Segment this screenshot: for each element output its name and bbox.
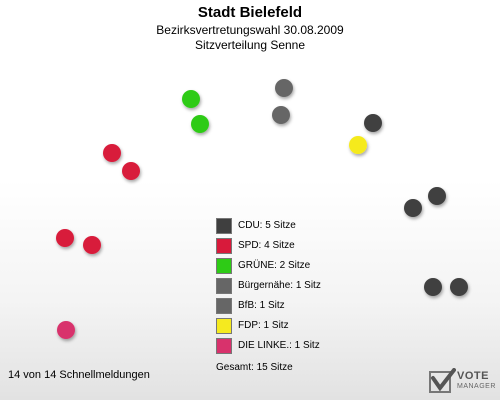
- report-status: 14 von 14 Schnellmeldungen: [8, 369, 150, 381]
- brand-logo: VOTE MANAGER: [428, 368, 496, 396]
- legend-swatch: [216, 318, 232, 334]
- seat-dot: [450, 278, 468, 296]
- seat-dot: [57, 321, 75, 339]
- legend-swatch: [216, 258, 232, 274]
- legend-label: FDP: 1 Sitz: [238, 320, 289, 331]
- legend-swatch: [216, 278, 232, 294]
- chart-subtitle-2: Sitzverteilung Senne: [194, 38, 306, 52]
- brand-name: VOTE: [457, 370, 489, 382]
- chart-subtitle: Bezirksvertretungswahl 30.08.2009: [156, 23, 344, 37]
- seat-dot: [103, 144, 121, 162]
- chart-title: Stadt Bielefeld: [197, 4, 303, 21]
- legend-label: GRÜNE: 2 Sitze: [238, 260, 311, 271]
- seat-dot: [424, 278, 442, 296]
- legend-label: DIE LINKE.: 1 Sitz: [238, 340, 320, 351]
- legend-label: BfB: 1 Sitz: [238, 300, 285, 311]
- seat-dot: [349, 136, 367, 154]
- seat-dot: [182, 90, 200, 108]
- seat-dot: [56, 229, 74, 247]
- seat-dot: [404, 199, 422, 217]
- legend-swatch: [216, 338, 232, 354]
- legend-swatch: [216, 218, 232, 234]
- brand-subname: MANAGER: [457, 383, 496, 390]
- vote-manager-icon: [429, 368, 456, 393]
- legend-swatch: [216, 298, 232, 314]
- seat-dot: [364, 114, 382, 132]
- seat-dot: [83, 236, 101, 254]
- seat-dot: [122, 162, 140, 180]
- legend-label: Bürgernähe: 1 Sitz: [238, 280, 321, 291]
- legend-total: Gesamt: 15 Sitze: [216, 362, 293, 373]
- legend-swatch: [216, 238, 232, 254]
- seat-dot: [275, 79, 293, 97]
- legend-label: SPD: 4 Sitze: [238, 240, 295, 251]
- seat-dot: [272, 106, 290, 124]
- legend-label: CDU: 5 Sitze: [238, 220, 296, 231]
- seat-dot: [428, 187, 446, 205]
- seat-dot: [191, 115, 209, 133]
